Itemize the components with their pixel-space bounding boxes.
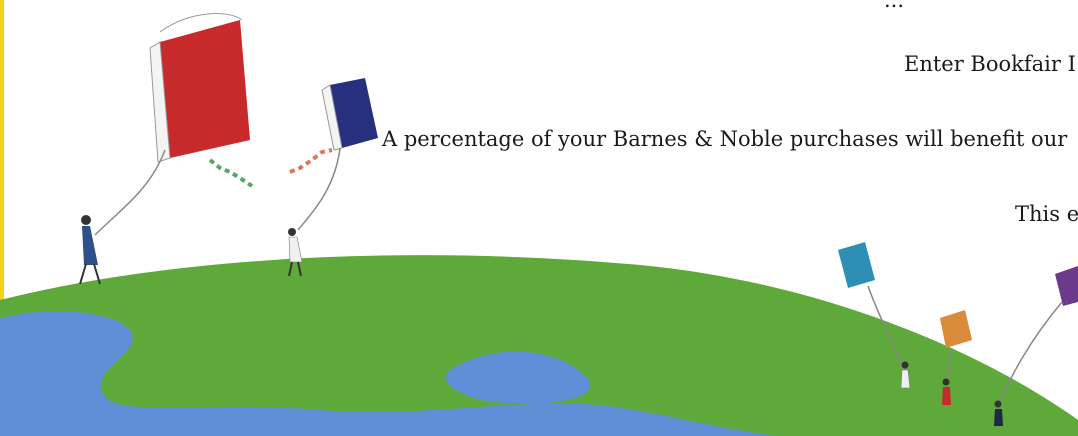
person-icon [994, 400, 1003, 426]
globe-land [0, 255, 1078, 436]
person-icon [79, 215, 101, 285]
hero-line-top: ... [884, 0, 905, 12]
hero-line-percentage: A percentage of your Barnes & Noble purc… [382, 127, 1068, 151]
hero-line-bookfair: Enter Bookfair I [904, 52, 1076, 76]
accent-bar [0, 0, 4, 436]
book-kite-icon [997, 266, 1078, 409]
person-icon [942, 378, 951, 405]
globe-ocean [0, 311, 780, 436]
person-icon [900, 361, 911, 389]
book-kite-icon [838, 242, 904, 371]
book-kite-icon [289, 78, 378, 231]
hero-line-this: This e [1015, 202, 1078, 226]
book-kite-icon [94, 13, 254, 236]
globe-lake [446, 351, 591, 404]
person-icon [288, 228, 303, 277]
